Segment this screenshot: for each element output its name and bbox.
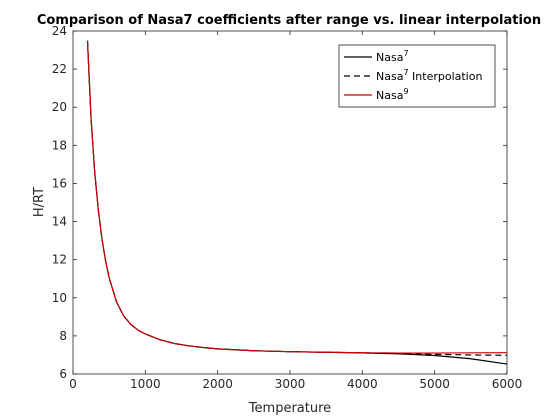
x-tick-label: 4000: [347, 377, 378, 391]
x-tick-label: 0: [69, 377, 77, 391]
legend: Nasa7 Nasa7 Interpolation Nasa9: [338, 44, 496, 108]
x-tick-label: 1000: [130, 377, 161, 391]
y-tick-label: 16: [52, 176, 67, 190]
x-axis-label: Temperature: [248, 401, 331, 416]
chart-title: Comparison of Nasa7 coefficients after r…: [37, 13, 541, 28]
series-layer: [86, 40, 508, 365]
y-axis-label: H/RT: [32, 187, 47, 217]
y-tick-label: 10: [52, 291, 67, 305]
legend-label-2: Nasa9: [376, 87, 409, 102]
ticks-layer: 0 1000 2000 3000 4000 5000 6000 6 8 10 12 14 16 18 20 2…: [52, 24, 523, 391]
x-tick-label: 2000: [202, 377, 233, 391]
y-tick-label: 12: [52, 253, 67, 267]
x-tick-label: 3000: [275, 377, 306, 391]
y-tick-label: 20: [52, 100, 67, 114]
y-tick-label: 8: [59, 329, 67, 343]
legend-label-0: Nasa7: [376, 49, 409, 64]
legend-label-1: Nasa7 Interpolation: [376, 68, 482, 83]
y-tick-label: 18: [52, 138, 67, 152]
y-tick-label: 22: [52, 62, 67, 76]
y-tick-label: 6: [59, 367, 67, 381]
y-tick-label: 24: [52, 24, 67, 38]
y-tick-label: 14: [52, 215, 67, 229]
series-line-2: [86, 40, 508, 354]
legend-items: Nasa7 Nasa7 Interpolation Nasa9: [344, 49, 482, 102]
x-tick-label: 5000: [419, 377, 450, 391]
x-tick-label: 6000: [492, 377, 523, 391]
